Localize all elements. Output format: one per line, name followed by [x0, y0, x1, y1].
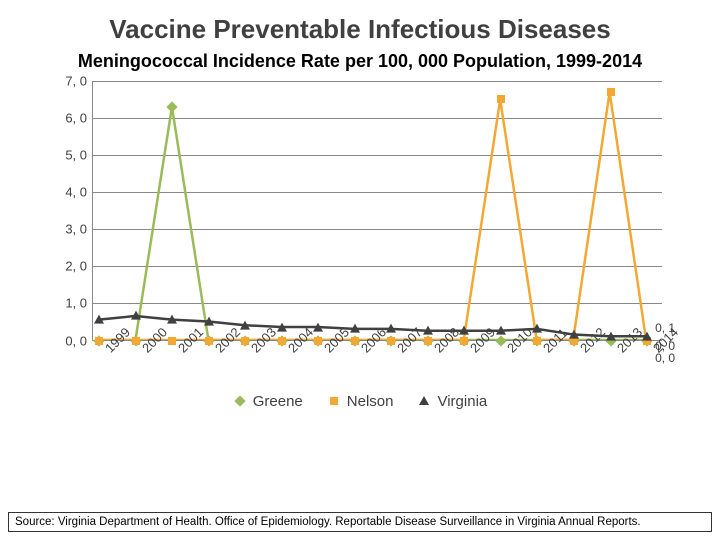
source-note: Source: Virginia Department of Health. O… — [8, 512, 712, 532]
y-tick-label: 5, 0 — [65, 147, 87, 162]
gridline — [93, 118, 662, 119]
marker-virginia — [204, 317, 214, 326]
chart-area: 0, 00, 00, 1 0, 0 1, 0 2, 0 3, 0 4, 0 5, 0 6, … — [50, 81, 670, 391]
y-tick-label: 1, 0 — [65, 296, 87, 311]
marker-virginia — [569, 330, 579, 339]
triangle-icon — [417, 394, 431, 408]
marker-nelson — [607, 88, 615, 96]
legend-item-virginia: Virginia — [417, 393, 487, 410]
marker-virginia — [240, 320, 250, 329]
series-line-nelson — [93, 81, 662, 340]
gridline — [93, 155, 662, 156]
gridline — [93, 192, 662, 193]
marker-virginia — [532, 324, 542, 333]
marker-virginia — [131, 311, 141, 320]
y-tick-label: 7, 0 — [65, 73, 87, 88]
marker-virginia — [167, 315, 177, 324]
y-tick-label: 4, 0 — [65, 185, 87, 200]
legend: Greene Nelson Virginia — [0, 393, 720, 413]
slide-title: Vaccine Preventable Infectious Diseases — [0, 0, 720, 49]
y-tick-label: 2, 0 — [65, 259, 87, 274]
y-tick-label: 6, 0 — [65, 110, 87, 125]
plot-region: 0, 00, 00, 1 — [92, 81, 662, 341]
marker-nelson — [132, 337, 140, 345]
marker-nelson — [497, 95, 505, 103]
marker-nelson — [205, 337, 213, 345]
gridline — [93, 266, 662, 267]
chart-title: Meningococcal Incidence Rate per 100, 00… — [0, 49, 720, 81]
gridline — [93, 229, 662, 230]
legend-item-nelson: Nelson — [327, 393, 394, 410]
marker-virginia — [94, 315, 104, 324]
series-line-greene — [93, 81, 662, 340]
legend-label: Virginia — [437, 393, 487, 410]
gridline — [93, 81, 662, 82]
legend-label: Greene — [253, 393, 303, 410]
marker-virginia — [277, 322, 287, 331]
marker-nelson — [351, 337, 359, 345]
marker-virginia — [386, 324, 396, 333]
y-tick-label: 0, 0 — [65, 333, 87, 348]
legend-label: Nelson — [347, 393, 394, 410]
legend-item-greene: Greene — [233, 393, 303, 410]
y-tick-label: 3, 0 — [65, 222, 87, 237]
marker-virginia — [313, 322, 323, 331]
gridline — [93, 303, 662, 304]
marker-nelson — [278, 337, 286, 345]
series-line-virginia — [93, 81, 662, 340]
diamond-icon — [233, 394, 247, 408]
marker-virginia — [350, 324, 360, 333]
marker-greene — [166, 101, 177, 112]
square-icon — [327, 394, 341, 408]
